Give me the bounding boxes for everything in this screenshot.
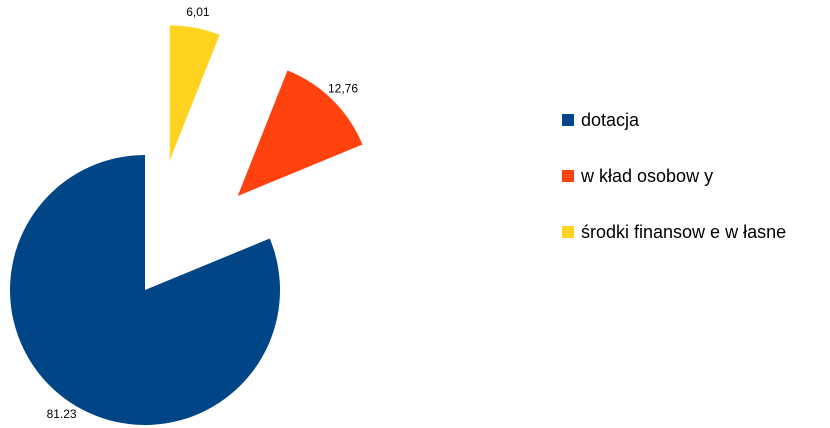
legend-swatch <box>562 114 574 126</box>
data-label: 81.23 <box>47 407 77 421</box>
pie-slice <box>169 25 220 161</box>
pie-slice <box>237 70 363 197</box>
data-label: 12,76 <box>328 81 358 95</box>
pie-slice <box>10 155 281 426</box>
data-label: 6,01 <box>186 5 210 19</box>
legend-label: w kład osobow y <box>580 166 713 186</box>
legend-label: środki finansow e w łasne <box>581 222 786 242</box>
legend-swatch <box>562 170 574 182</box>
legend-swatch <box>562 226 574 238</box>
legend-label: dotacja <box>581 110 640 130</box>
